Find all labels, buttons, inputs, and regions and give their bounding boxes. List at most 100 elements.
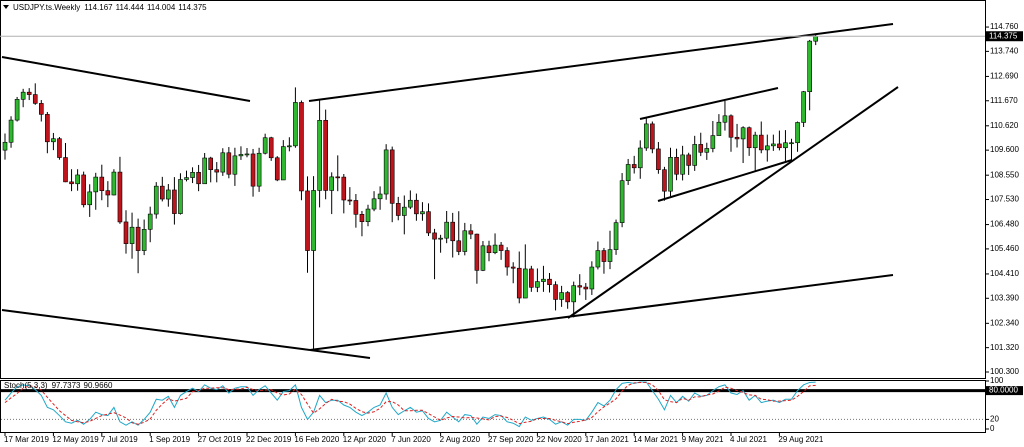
candle-body bbox=[813, 35, 819, 42]
y-tick-label: 108.550 bbox=[990, 170, 1019, 179]
y-tick-label: 80.0000 bbox=[989, 386, 1018, 395]
candle-body bbox=[601, 250, 607, 262]
chart-title: USDJPY.ts.Weekly bbox=[13, 3, 80, 12]
x-tick-label: 22 Nov 2020 bbox=[536, 435, 582, 444]
candle-body bbox=[117, 171, 123, 223]
y-tick-label: 104.410 bbox=[990, 269, 1019, 278]
candle-body bbox=[51, 138, 56, 143]
x-tick-label: 14 Mar 2021 bbox=[633, 435, 678, 444]
candle-body bbox=[553, 284, 558, 300]
candle-body bbox=[716, 121, 722, 136]
candle-body bbox=[311, 190, 316, 251]
candle-body bbox=[226, 152, 232, 175]
y-tick-label: 112.690 bbox=[990, 72, 1019, 81]
y-tick-label: 106.480 bbox=[990, 220, 1019, 229]
candle-body bbox=[57, 138, 62, 158]
x-tick-label: 4 Jul 2021 bbox=[730, 435, 767, 444]
candle-body bbox=[262, 137, 268, 154]
candle-body bbox=[613, 222, 619, 250]
candle-body bbox=[480, 245, 486, 271]
candle-body bbox=[474, 233, 480, 271]
candle-body bbox=[93, 176, 99, 193]
menu-icon bbox=[3, 5, 9, 9]
candle-body bbox=[353, 200, 359, 215]
trendline bbox=[309, 274, 894, 351]
y-tick-label: 101.320 bbox=[990, 343, 1019, 352]
candle-body bbox=[26, 91, 32, 95]
candle-body bbox=[583, 286, 589, 290]
candle-body bbox=[32, 94, 38, 104]
x-tick-label: 7 Jul 2019 bbox=[101, 435, 138, 444]
candle-body bbox=[637, 147, 643, 169]
candle-body bbox=[795, 122, 800, 144]
candle-body bbox=[389, 149, 395, 204]
candle-body bbox=[111, 171, 117, 196]
candle-body bbox=[625, 164, 631, 181]
candle-body bbox=[2, 141, 8, 151]
candle-body bbox=[20, 91, 26, 100]
candle-body bbox=[807, 40, 812, 92]
candle-body bbox=[468, 230, 474, 235]
trendline bbox=[1, 56, 251, 102]
y-tick-label: 110.620 bbox=[990, 121, 1019, 130]
x-tick-label: 9 May 2021 bbox=[682, 435, 724, 444]
stoch-line bbox=[4, 381, 816, 428]
candle-body bbox=[492, 244, 498, 254]
candle-body bbox=[69, 181, 74, 185]
candle-body bbox=[190, 172, 195, 178]
candle-body bbox=[462, 230, 468, 252]
candle-body bbox=[395, 203, 401, 216]
trendlines bbox=[1, 23, 899, 359]
candle-body bbox=[160, 185, 165, 200]
y-tick-label: 103.390 bbox=[990, 293, 1019, 302]
candle-body bbox=[208, 157, 213, 171]
low-value: 114.004 bbox=[147, 3, 176, 12]
candle-body bbox=[698, 144, 704, 153]
candle-body bbox=[740, 127, 746, 140]
candle-body bbox=[220, 152, 226, 173]
last-price-label: 114.375 bbox=[989, 31, 1018, 40]
main-panel bbox=[0, 0, 986, 379]
candle-body bbox=[607, 249, 613, 262]
candle-body bbox=[147, 213, 153, 230]
candle-body bbox=[589, 266, 595, 290]
candle-body bbox=[347, 199, 353, 202]
x-tick-label: 22 Dec 2019 bbox=[246, 435, 292, 444]
candle-body bbox=[728, 115, 734, 138]
candle-body bbox=[335, 176, 341, 179]
candle-body bbox=[383, 149, 389, 195]
candle-body bbox=[631, 164, 637, 169]
y-tick-label: 105.460 bbox=[990, 244, 1019, 253]
candle-body bbox=[299, 102, 304, 192]
candle-body bbox=[650, 123, 655, 150]
candle-body bbox=[752, 134, 758, 149]
candle-body bbox=[522, 268, 528, 299]
x-tick-label: 27 Sep 2020 bbox=[488, 435, 534, 444]
candle-body bbox=[444, 221, 449, 239]
candle-body bbox=[268, 137, 274, 159]
candle-body bbox=[135, 226, 141, 251]
candle-body bbox=[305, 190, 310, 251]
candle-body bbox=[565, 292, 570, 303]
candle-body bbox=[420, 211, 425, 215]
chart-header: USDJPY.ts.Weekly 114.167 114.444 114.004 114… bbox=[13, 3, 207, 12]
trendline bbox=[1, 309, 311, 351]
candle-body bbox=[559, 292, 564, 300]
stoch-title: Stoch(5,3,3) bbox=[4, 381, 48, 390]
stoch-legend: Stoch(5,3,3) 97.7373 90.9660 bbox=[4, 381, 113, 390]
trendline bbox=[308, 23, 894, 102]
x-tick-label: 7 Jun 2020 bbox=[391, 435, 431, 444]
candle-body bbox=[123, 221, 129, 244]
x-tick-label: 29 Aug 2021 bbox=[778, 435, 823, 444]
candle-body bbox=[45, 114, 50, 143]
y-tick-label: 102.340 bbox=[990, 318, 1019, 327]
candle-body bbox=[8, 119, 14, 143]
candle-body bbox=[377, 193, 383, 200]
y-tick-label: 107.530 bbox=[990, 195, 1019, 204]
trendline bbox=[657, 159, 793, 202]
candle-body bbox=[516, 267, 522, 299]
trendline bbox=[309, 349, 371, 359]
